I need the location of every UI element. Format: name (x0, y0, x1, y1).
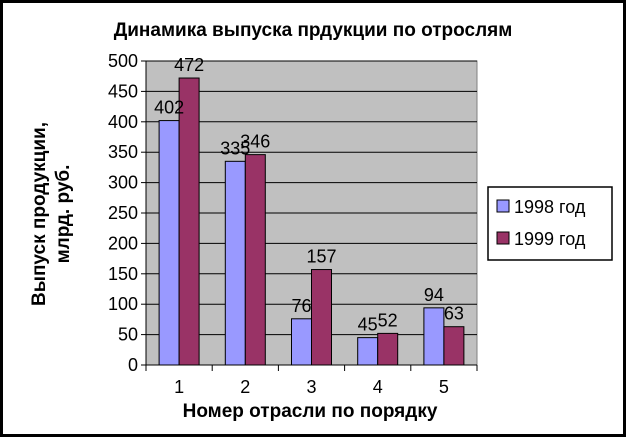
legend: 1998 год 1999 год (487, 186, 613, 261)
bar (357, 337, 379, 366)
chart-title: Динамика выпуска прдукции по отрослям (114, 20, 513, 41)
chart-frame: Динамика выпуска прдукции по отрослям 0 5… (3, 3, 623, 434)
data-label: 402 (154, 98, 184, 118)
data-label: 157 (306, 247, 336, 267)
data-label: 52 (378, 310, 398, 330)
y-tick-label: 450 (108, 81, 138, 101)
y-tick-label: 100 (108, 294, 138, 314)
x-axis-title: Номер отрасли по порядку (183, 401, 438, 422)
legend-swatch-1998 (496, 199, 510, 213)
data-label: 45 (358, 315, 378, 335)
y-tick-label: 0 (128, 355, 138, 375)
data-label: 94 (424, 285, 444, 305)
y-tick-label: 500 (108, 51, 138, 71)
bar (311, 269, 332, 366)
y-tick-label: 150 (108, 264, 138, 284)
data-label: 472 (174, 55, 204, 75)
x-tick-label: 5 (439, 377, 449, 397)
y-tick-label: 250 (108, 203, 138, 223)
x-tick-label: 2 (240, 377, 250, 397)
legend-swatch-1999 (496, 231, 510, 245)
data-label: 76 (291, 296, 311, 316)
legend-box (487, 186, 613, 261)
data-label: 335 (220, 138, 250, 158)
bars (158, 77, 465, 366)
y-tick-label: 50 (118, 325, 138, 345)
data-label: 63 (444, 304, 464, 324)
y-axis-title: Выпуск продукции, млрд. руб. (29, 122, 74, 306)
bar (377, 332, 399, 366)
x-tick-label: 4 (373, 377, 383, 397)
bar (244, 154, 266, 366)
bar (224, 160, 246, 366)
bar (158, 120, 180, 366)
bar (178, 77, 200, 366)
y-axis-title-line-2: млрд. руб. (53, 165, 74, 264)
bar-chart: Динамика выпуска прдукции по отрослям 0 5… (29, 20, 613, 422)
y-tick-label: 300 (108, 173, 138, 193)
x-tick-label: 1 (174, 377, 184, 397)
bar (291, 318, 312, 366)
legend-label-1998: 1998 год (514, 197, 586, 217)
data-label: 346 (240, 132, 270, 152)
x-tick-label: 3 (306, 377, 316, 397)
bar (423, 307, 445, 366)
y-axis-title-line-1: Выпуск продукции, (29, 122, 50, 306)
legend-label-1999: 1999 год (514, 229, 586, 249)
y-tick-label: 200 (108, 233, 138, 253)
y-tick-label: 400 (108, 112, 138, 132)
bar (443, 326, 465, 366)
y-tick-label: 350 (108, 142, 138, 162)
